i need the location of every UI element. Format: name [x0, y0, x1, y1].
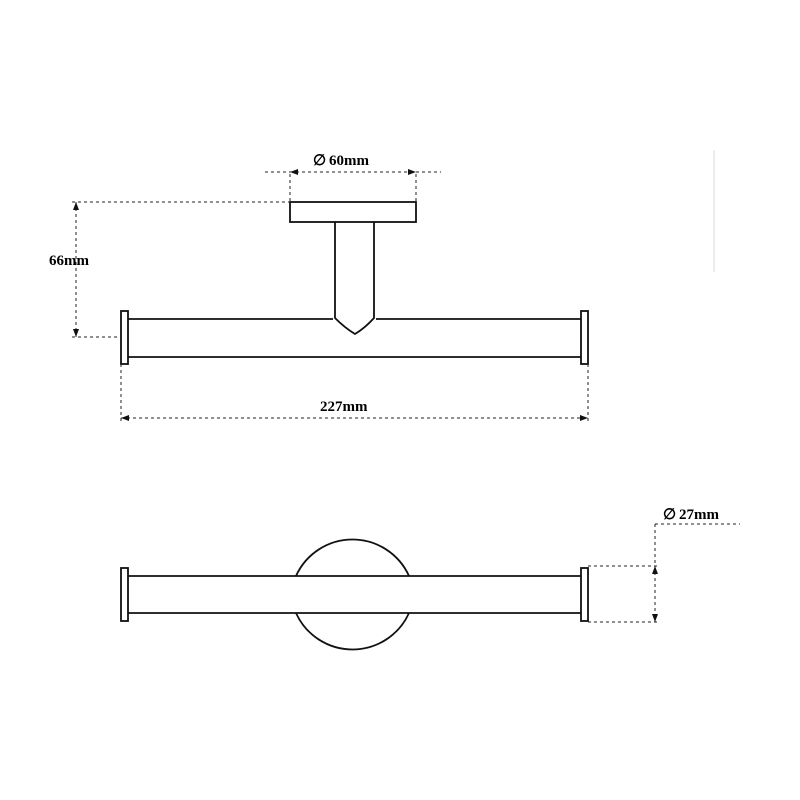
dim-227-arrow-left: [121, 415, 129, 421]
dim-27-label: 27mm: [679, 507, 719, 523]
dim-60-arrow-left: [290, 169, 298, 175]
round-base: [295, 538, 410, 577]
left-end-cap: [120, 310, 129, 365]
dim-66-label: 66mm: [49, 253, 89, 269]
dim-27-arrow-bottom: [652, 614, 658, 622]
dim-227-label: 227mm: [320, 399, 368, 415]
round-base: [295, 612, 410, 651]
dim-66-arrow-top: [73, 202, 79, 210]
right-end-cap: [580, 567, 589, 622]
base-plate: [289, 201, 417, 223]
left-end-cap: [120, 567, 129, 622]
dim-27-symbol: ∅: [663, 507, 676, 523]
dim-66-arrow-bottom: [73, 329, 79, 337]
dim-27-arrow-top: [652, 566, 658, 574]
dim-60-arrow-right: [408, 169, 416, 175]
top-view: ∅ 27mm: [120, 507, 740, 651]
dim-60-symbol: ∅: [313, 153, 326, 169]
stem: [334, 222, 375, 336]
dim-60-label: 60mm: [329, 153, 369, 169]
right-end-cap: [580, 310, 589, 365]
dim-227-arrow-right: [580, 415, 588, 421]
front-view: ∅ 60mm 66mm 227mm: [49, 153, 589, 424]
